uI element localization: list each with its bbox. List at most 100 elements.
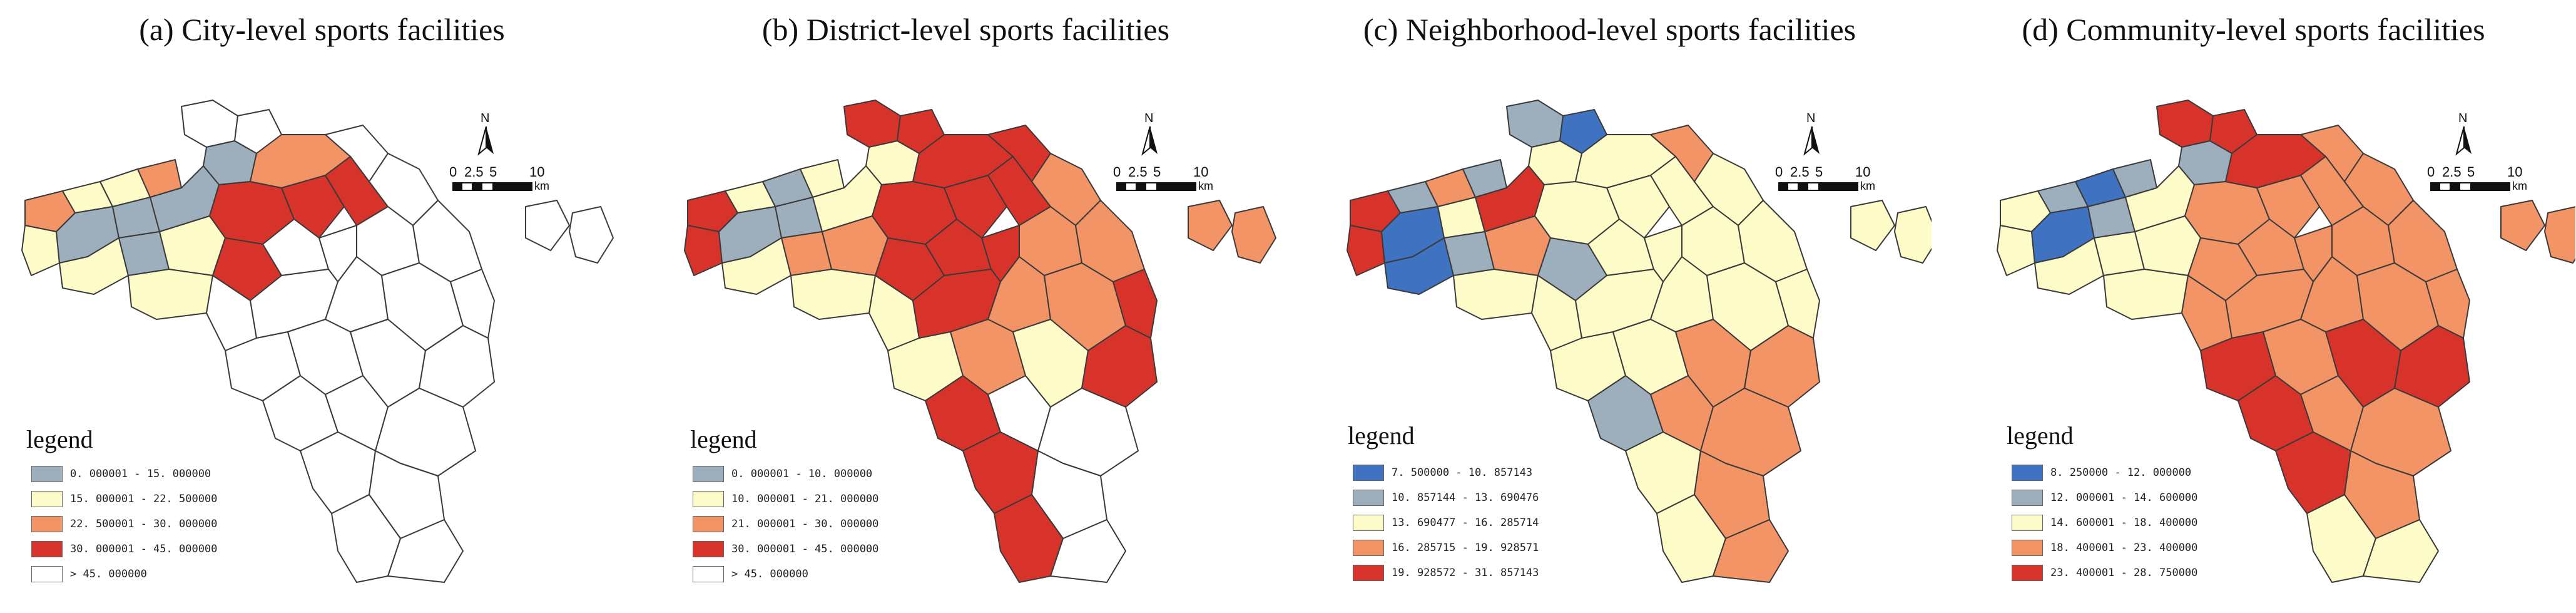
scale-unit: km xyxy=(1198,180,1213,192)
map-district xyxy=(2103,269,2189,320)
panel-community-level: (d) Community-level sports facilities le… xyxy=(1932,0,2575,613)
map-district xyxy=(2500,200,2545,251)
scale-bar xyxy=(452,182,532,191)
choropleth-map xyxy=(684,100,1276,583)
north-label: N xyxy=(2458,111,2468,125)
map-district xyxy=(1112,269,1158,339)
map-district xyxy=(790,269,876,320)
map-district xyxy=(1775,269,1820,339)
legend-label: > 45. 000000 xyxy=(731,568,808,580)
scale-tick: 2.5 xyxy=(1128,164,1148,180)
legend-swatch xyxy=(2012,540,2043,556)
legend-item: 0. 000001 - 15. 000000 xyxy=(31,463,217,485)
north-label: N xyxy=(1144,111,1154,125)
map-district xyxy=(2363,519,2439,583)
legend-swatch xyxy=(1353,515,1384,531)
north-label: N xyxy=(481,111,490,125)
legend-label: 22. 500001 - 30. 000000 xyxy=(70,518,218,530)
map-district xyxy=(1188,200,1233,251)
legend-item: 0. 000001 - 10. 000000 xyxy=(693,463,878,485)
scale-unit: km xyxy=(534,180,549,192)
north-arrow-icon xyxy=(1803,126,1820,156)
legend-label: 19. 928572 - 31. 857143 xyxy=(1392,567,1539,579)
legend-item: 14. 600001 - 18. 400000 xyxy=(2012,512,2197,533)
panel-city-level: (a) City-level sports facilities legend … xyxy=(0,0,644,613)
legend-swatch xyxy=(1353,490,1384,506)
legend-swatch xyxy=(2012,465,2043,481)
legend-item: 8. 250000 - 12. 000000 xyxy=(2012,462,2197,483)
legend-label: 14. 600001 - 18. 400000 xyxy=(2050,517,2198,529)
north-arrow-icon xyxy=(2455,126,2472,156)
legend-item: 21. 000001 - 30. 000000 xyxy=(693,513,878,535)
map-district xyxy=(387,519,464,583)
legend-item: 30. 000001 - 45. 000000 xyxy=(693,538,878,560)
legend-swatch xyxy=(31,466,63,482)
legend-item: 16. 285715 - 19. 928571 xyxy=(1353,537,1539,559)
legend-item: 15. 000001 - 22. 500000 xyxy=(31,488,217,510)
legend-label: 0. 000001 - 10. 000000 xyxy=(731,468,873,480)
legend-label: 30. 000001 - 45. 000000 xyxy=(731,543,879,555)
legend-item: 23. 400001 - 28. 750000 xyxy=(2012,562,2197,584)
legend-swatch xyxy=(2012,490,2043,506)
choropleth-map xyxy=(1997,100,2575,583)
legend-label: 16. 285715 - 19. 928571 xyxy=(1392,542,1539,554)
legend-swatch xyxy=(31,566,63,582)
north-arrow-icon xyxy=(477,126,494,156)
map-district xyxy=(1850,200,1895,251)
scale-bar xyxy=(2430,182,2510,191)
map-district xyxy=(1997,225,2035,276)
legend-label: 18. 400001 - 23. 400000 xyxy=(2050,542,2198,554)
scale-tick: 10 xyxy=(1855,164,1871,180)
scale-tick: 10 xyxy=(2507,164,2523,180)
legend-title: legend xyxy=(2007,421,2074,450)
panel-title: (a) City-level sports facilities xyxy=(139,12,505,47)
map-district xyxy=(2544,206,2575,264)
map-district xyxy=(181,100,238,148)
north-arrow-icon xyxy=(1141,126,1158,156)
legend-swatch xyxy=(2012,565,2043,581)
legend-swatch xyxy=(31,516,63,532)
map-district xyxy=(525,200,570,251)
legend-label: 7. 500000 - 10. 857143 xyxy=(1392,466,1533,479)
scale-tick: 5 xyxy=(1153,164,1161,180)
panel-neighborhood-level: (c) Neighborhood-level sports facilities… xyxy=(1288,0,1932,613)
legend-label: 23. 400001 - 28. 750000 xyxy=(2050,567,2198,579)
legend-label: 30. 000001 - 45. 000000 xyxy=(70,543,218,555)
map-district xyxy=(684,225,723,276)
scale-unit: km xyxy=(2512,180,2527,192)
map-district xyxy=(1894,206,1932,264)
legend-label: 0. 000001 - 15. 000000 xyxy=(70,468,211,480)
scale-tick: 5 xyxy=(489,164,497,180)
legend-item: 7. 500000 - 10. 857143 xyxy=(1353,462,1539,483)
map-district xyxy=(1347,225,1385,276)
scale-tick: 0 xyxy=(1775,164,1783,180)
panel-title: (c) Neighborhood-level sports facilities xyxy=(1363,12,1856,47)
legend-swatch xyxy=(31,541,63,557)
panel-district-level: (b) District-level sports facilities leg… xyxy=(644,0,1288,613)
panel-title: (b) District-level sports facilities xyxy=(761,12,1170,47)
map-district xyxy=(1231,206,1276,264)
legend: 7. 500000 - 10. 857143 10. 857144 - 13. … xyxy=(1353,462,1539,587)
scale-bar xyxy=(1778,182,1858,191)
legend-item: 18. 400001 - 23. 400000 xyxy=(2012,537,2197,559)
legend-item: > 45. 000000 xyxy=(693,564,878,585)
legend-item: 13. 690477 - 16. 285714 xyxy=(1353,512,1539,533)
legend-label: 12. 000001 - 14. 600000 xyxy=(2050,492,2198,504)
scale-tick: 0 xyxy=(1113,164,1121,180)
legend-label: 15. 000001 - 22. 500000 xyxy=(70,493,218,505)
legend-swatch xyxy=(693,566,724,582)
legend-label: 10. 000001 - 21. 000000 xyxy=(731,493,879,505)
scale-tick: 10 xyxy=(529,164,545,180)
legend-item: 12. 000001 - 14. 600000 xyxy=(2012,487,2197,508)
choropleth-map xyxy=(21,100,614,583)
legend-item: 19. 928572 - 31. 857143 xyxy=(1353,562,1539,584)
legend-title: legend xyxy=(690,425,757,453)
scale-tick: 5 xyxy=(2467,164,2475,180)
scale-tick: 0 xyxy=(2427,164,2435,180)
north-label: N xyxy=(1806,111,1816,125)
legend-swatch xyxy=(1353,540,1384,556)
legend-label: 21. 000001 - 30. 000000 xyxy=(731,518,879,530)
map-district xyxy=(1506,100,1564,148)
legend-item: 10. 000001 - 21. 000000 xyxy=(693,488,878,510)
map-district xyxy=(1453,269,1539,320)
